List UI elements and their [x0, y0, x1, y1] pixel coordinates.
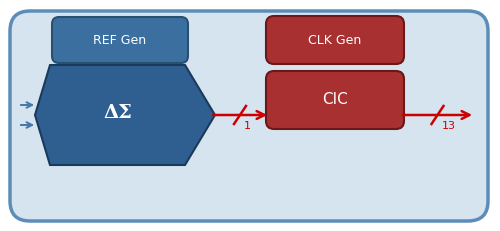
Text: 1: 1	[244, 121, 251, 131]
FancyBboxPatch shape	[266, 71, 404, 129]
Text: REF Gen: REF Gen	[94, 33, 146, 46]
Text: CIC: CIC	[322, 92, 348, 107]
FancyBboxPatch shape	[52, 17, 188, 63]
FancyBboxPatch shape	[10, 11, 488, 221]
Text: CLK Gen: CLK Gen	[308, 33, 362, 46]
Polygon shape	[35, 65, 215, 165]
FancyBboxPatch shape	[266, 16, 404, 64]
Text: ΔΣ: ΔΣ	[103, 104, 132, 122]
Text: 13: 13	[442, 121, 456, 131]
